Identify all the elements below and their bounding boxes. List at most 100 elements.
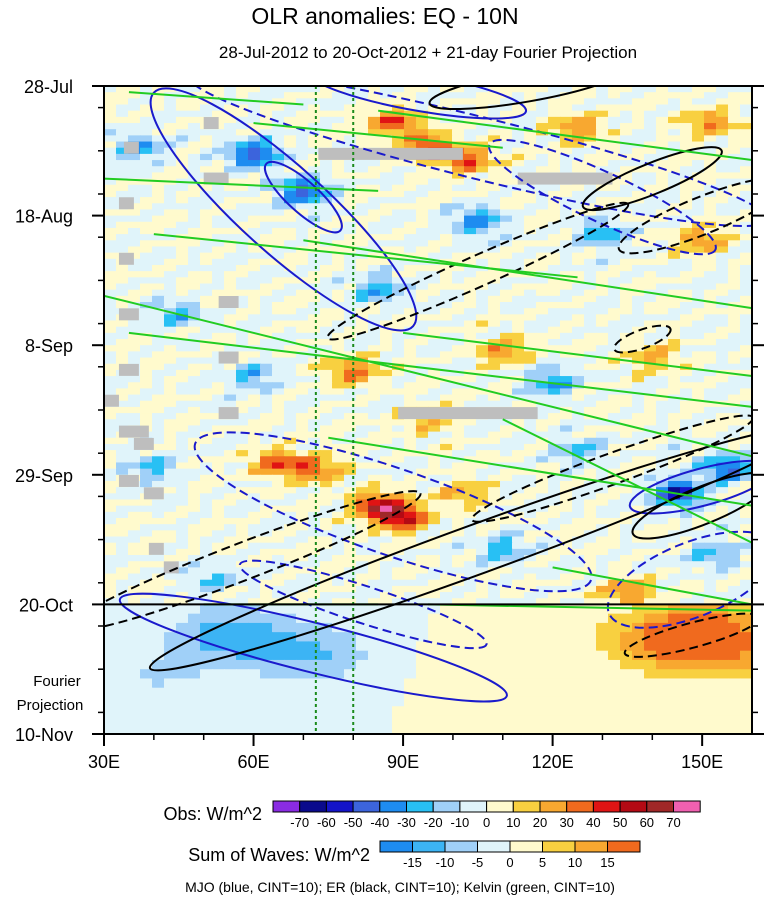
olr-cell (632, 388, 645, 396)
olr-cell (152, 326, 165, 334)
olr-cell (584, 431, 597, 439)
olr-cell (116, 487, 129, 494)
olr-cell (560, 369, 573, 377)
olr-cell (464, 258, 477, 266)
olr-cell (740, 530, 752, 538)
olr-cell (368, 135, 381, 143)
olr-cell (740, 363, 752, 371)
olr-cell (632, 357, 645, 365)
olr-cell (512, 567, 525, 575)
olr-cell (428, 264, 441, 272)
olr-cell (152, 443, 165, 451)
olr-cell (656, 221, 669, 229)
olr-cell (668, 339, 681, 346)
olr-cell (572, 530, 585, 538)
olr-cell (476, 209, 489, 217)
olr-cell (260, 283, 273, 291)
olr-cell (164, 190, 177, 198)
projection-cell (176, 641, 189, 652)
olr-cell (560, 561, 573, 568)
olr-cell (380, 530, 393, 538)
olr-cell (428, 92, 441, 99)
olr-cell (680, 585, 693, 593)
olr-cell (704, 178, 717, 186)
olr-cell (272, 209, 285, 217)
olr-cell (224, 524, 237, 531)
olr-cell (488, 314, 501, 322)
olr-cell (452, 400, 465, 408)
projection-cell (224, 669, 237, 680)
olr-cell (116, 172, 129, 180)
projection-cell (140, 669, 153, 680)
olr-cell (296, 394, 309, 402)
olr-cell (644, 376, 657, 383)
projection-cell (584, 650, 597, 661)
projection-cell (452, 613, 465, 624)
olr-cell (140, 357, 153, 365)
olr-cell (260, 468, 273, 476)
olr-cell (584, 339, 597, 346)
olr-cell (596, 308, 609, 315)
olr-cell (296, 567, 309, 575)
olr-cell (128, 548, 141, 556)
olr-cell (740, 493, 752, 501)
olr-cell (620, 585, 633, 593)
olr-cell (704, 493, 717, 501)
olr-cell (104, 190, 117, 198)
olr-cell (584, 98, 597, 106)
olr-cell (596, 184, 609, 192)
projection-cell (176, 659, 189, 670)
projection-cell (488, 632, 501, 643)
olr-cell (428, 227, 441, 235)
olr-cell (416, 116, 429, 124)
olr-cell (464, 92, 477, 99)
olr-cell (632, 456, 645, 464)
olr-cell (296, 203, 309, 211)
olr-cell (404, 234, 417, 241)
olr-cell (368, 561, 381, 568)
olr-cell (212, 499, 225, 507)
olr-cell (296, 480, 309, 488)
olr-cell (500, 493, 513, 501)
olr-cell (212, 221, 225, 229)
olr-cell (368, 215, 381, 223)
projection-cell (548, 650, 561, 661)
olr-cell (716, 129, 729, 136)
olr-cell (668, 271, 681, 278)
olr-cell (524, 129, 537, 136)
olr-cell (176, 98, 189, 106)
olr-cell (272, 314, 285, 322)
olr-cell (152, 400, 165, 408)
olr-cell (308, 86, 321, 93)
olr-cell (692, 160, 705, 167)
projection-cell (560, 604, 573, 615)
olr-cell (572, 258, 585, 266)
olr-cell (332, 585, 345, 593)
olr-cell (308, 450, 321, 457)
olr-cell (620, 505, 633, 513)
olr-cell (740, 567, 752, 575)
olr-cell (560, 480, 573, 488)
projection-cell (356, 641, 369, 652)
olr-cell (476, 172, 489, 180)
projection-cell (728, 613, 741, 624)
olr-cell (584, 437, 597, 445)
olr-cell (656, 345, 669, 352)
olr-cell (464, 388, 477, 396)
olr-cell (344, 104, 357, 112)
olr-cell (452, 209, 465, 217)
olr-cell (128, 172, 141, 180)
olr-cell (524, 369, 537, 377)
olr-cell (476, 376, 489, 383)
olr-cell (512, 129, 525, 136)
olr-cell (488, 332, 501, 340)
olr-cell (500, 246, 513, 254)
olr-cell (632, 160, 645, 167)
olr-cell (536, 456, 549, 464)
olr-cell (128, 246, 141, 254)
olr-cell (632, 431, 645, 439)
olr-cell (176, 493, 189, 501)
olr-cell (608, 92, 621, 99)
olr-cell (308, 443, 321, 451)
olr-cell (548, 598, 561, 605)
